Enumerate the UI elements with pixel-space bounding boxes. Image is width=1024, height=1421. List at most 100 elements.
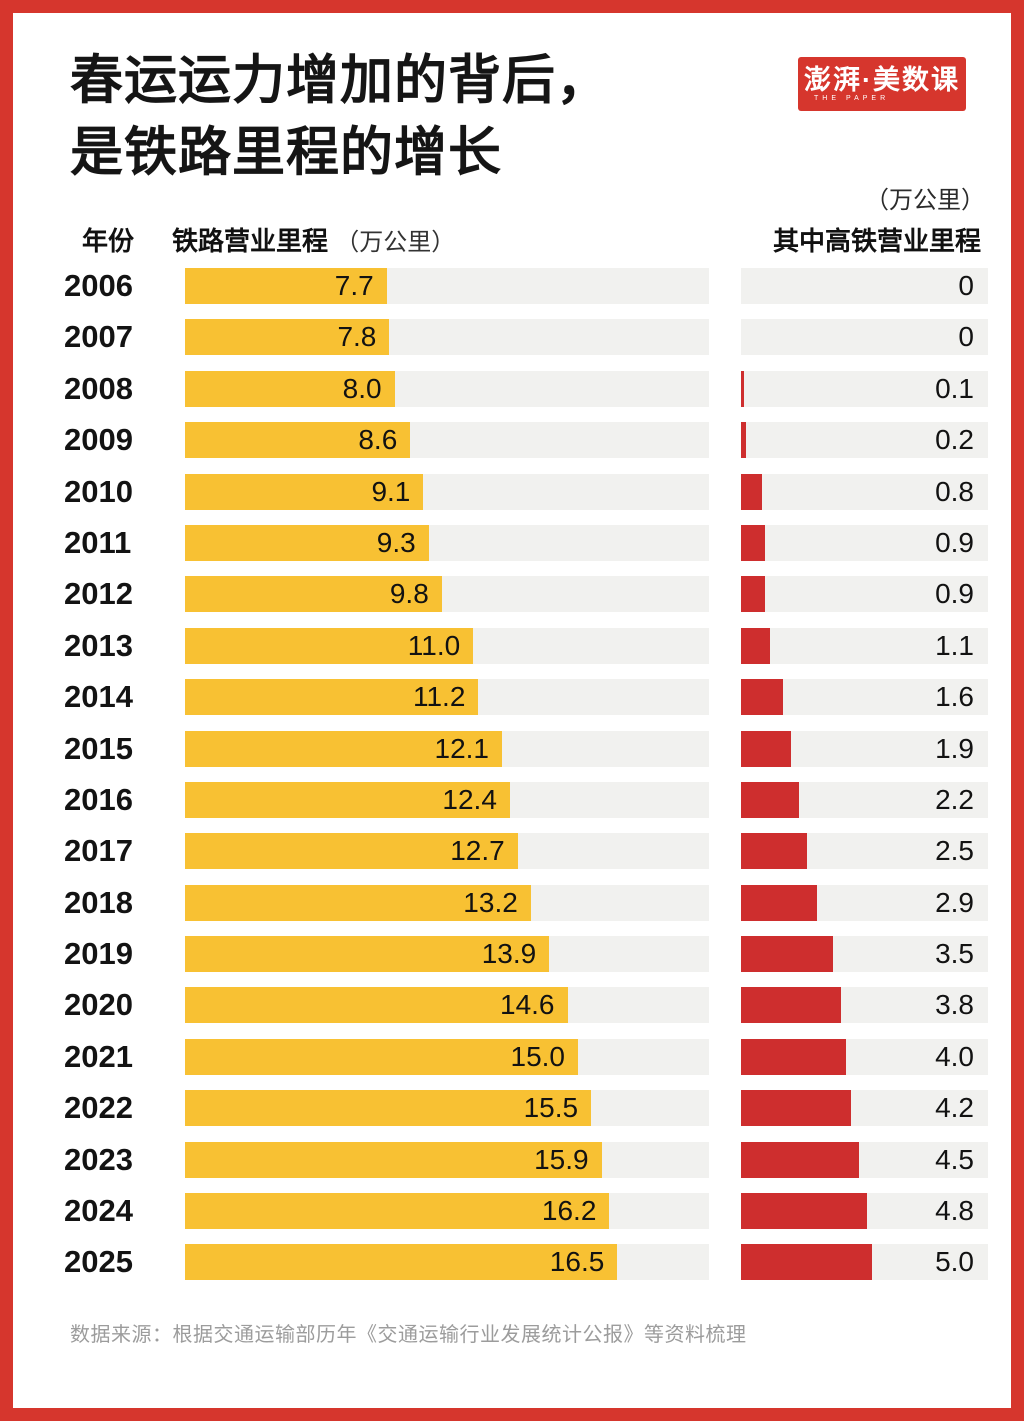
rail-bar: 13.2 bbox=[185, 884, 531, 921]
rail-bar-track: 8.6 bbox=[185, 422, 709, 459]
chart-row: 2017 12.7 2.5 bbox=[64, 833, 988, 870]
rail-value-label: 9.8 bbox=[389, 578, 429, 610]
year-label: 2020 bbox=[64, 987, 133, 1023]
hsr-bar-track: 0.2 bbox=[741, 422, 988, 459]
rail-bar: 16.5 bbox=[185, 1244, 618, 1281]
chart-row: 2015 12.1 1.9 bbox=[64, 730, 988, 767]
hsr-bar bbox=[741, 370, 744, 407]
column-gap bbox=[709, 422, 741, 458]
rail-bar: 12.7 bbox=[185, 833, 518, 870]
rail-bar: 7.7 bbox=[185, 268, 387, 304]
hsr-bar-track: 3.8 bbox=[741, 987, 988, 1024]
hsr-bar-track: 5.0 bbox=[741, 1244, 988, 1281]
column-gap bbox=[709, 1244, 741, 1280]
column-gap bbox=[709, 474, 741, 510]
hsr-bar bbox=[741, 1038, 846, 1075]
year-label: 2006 bbox=[64, 268, 133, 303]
chart-row: 2012 9.8 0.9 bbox=[64, 576, 988, 613]
rail-bar-track: 11.2 bbox=[185, 679, 709, 716]
title-line-2: 是铁路里程的增长 bbox=[70, 123, 502, 182]
hsr-bar bbox=[741, 473, 762, 510]
hsr-value-label: 5.0 bbox=[935, 1246, 974, 1278]
chart-row: 2018 13.2 2.9 bbox=[64, 884, 988, 921]
column-gap bbox=[709, 833, 741, 869]
hsr-bar bbox=[741, 422, 747, 459]
chart-row: 2008 8.0 0.1 bbox=[64, 370, 988, 407]
hsr-bar bbox=[741, 884, 817, 921]
year-label: 2024 bbox=[64, 1193, 133, 1229]
rail-bar-track: 8.0 bbox=[185, 370, 709, 407]
rail-bar: 9.3 bbox=[185, 524, 429, 561]
rail-value-label: 16.5 bbox=[549, 1246, 605, 1278]
hsr-value-label: 2.2 bbox=[935, 783, 974, 815]
hsr-value-label: 1.6 bbox=[935, 681, 974, 713]
year-label: 2009 bbox=[64, 422, 133, 458]
rail-bar: 12.4 bbox=[185, 781, 510, 818]
rail-bar: 11.2 bbox=[185, 679, 479, 716]
hsr-bar bbox=[741, 576, 765, 613]
chart-row: 2020 14.6 3.8 bbox=[64, 987, 988, 1024]
chart-row: 2010 9.1 0.8 bbox=[64, 473, 988, 510]
rail-bar-track: 15.5 bbox=[185, 1090, 709, 1127]
year-label: 2010 bbox=[64, 473, 133, 509]
rail-bar: 12.1 bbox=[185, 730, 502, 767]
column-gap bbox=[709, 782, 741, 818]
chart-row: 2022 15.5 4.2 bbox=[64, 1090, 988, 1127]
rail-bar-track: 7.7 bbox=[185, 268, 709, 304]
rail-bar: 15.0 bbox=[185, 1038, 578, 1075]
rail-bar: 15.5 bbox=[185, 1090, 592, 1127]
rail-value-label: 9.1 bbox=[371, 475, 411, 507]
rail-bar: 11.0 bbox=[185, 627, 474, 664]
rail-bar-track: 9.8 bbox=[185, 576, 709, 613]
chart-row: 2007 7.8 0 bbox=[64, 319, 988, 356]
hsr-bar-track: 1.1 bbox=[741, 627, 988, 664]
hsr-value-label: 0.1 bbox=[935, 372, 974, 404]
hsr-value-label: 0 bbox=[958, 321, 974, 353]
hsr-bar-track: 4.5 bbox=[741, 1141, 988, 1178]
column-gap bbox=[709, 319, 741, 355]
rail-value-label: 7.8 bbox=[337, 321, 377, 353]
rail-bar-track: 15.9 bbox=[185, 1141, 709, 1178]
chart-row: 2024 16.2 4.8 bbox=[64, 1193, 988, 1230]
hsr-value-label: 0.8 bbox=[935, 475, 974, 507]
hsr-bar bbox=[741, 781, 799, 818]
rail-value-label: 9.3 bbox=[376, 526, 416, 558]
hsr-value-label: 0.2 bbox=[935, 424, 974, 456]
hsr-bar-track: 1.9 bbox=[741, 730, 988, 767]
header-rail-unit: （万公里） bbox=[335, 229, 456, 256]
column-gap bbox=[709, 936, 741, 972]
year-label: 2023 bbox=[64, 1141, 133, 1177]
hsr-unit-note: （万公里） bbox=[865, 187, 985, 214]
year-label: 2018 bbox=[64, 884, 133, 920]
year-label: 2021 bbox=[64, 1038, 133, 1074]
title-line-1: 春运运力增加的背后， bbox=[70, 51, 610, 110]
chart-row: 2014 11.2 1.6 bbox=[64, 679, 988, 716]
rail-value-label: 15.0 bbox=[510, 1040, 566, 1072]
hsr-bar bbox=[741, 1141, 859, 1178]
hsr-bar-track: 3.5 bbox=[741, 936, 988, 973]
rail-bar: 9.8 bbox=[185, 576, 442, 613]
thepaper-logo: 澎湃·美数课 THE PAPER bbox=[798, 57, 966, 111]
hsr-bar-track: 0.9 bbox=[741, 576, 988, 613]
column-gap bbox=[709, 1039, 741, 1075]
column-gap bbox=[709, 1090, 741, 1126]
rail-value-label: 14.6 bbox=[500, 989, 555, 1021]
hsr-bar bbox=[741, 627, 770, 664]
column-gap bbox=[709, 987, 741, 1023]
year-label: 2019 bbox=[64, 936, 133, 972]
rail-bar: 8.6 bbox=[185, 422, 411, 459]
column-gap bbox=[709, 268, 741, 304]
rail-value-label: 13.2 bbox=[463, 886, 518, 918]
hsr-bar bbox=[741, 679, 783, 716]
hsr-value-label: 3.5 bbox=[935, 938, 974, 970]
year-label: 2025 bbox=[64, 1244, 133, 1280]
hsr-bar-track: 2.5 bbox=[741, 833, 988, 870]
rail-value-label: 12.1 bbox=[434, 732, 490, 764]
header-rail-label: 铁路营业里程 bbox=[172, 226, 329, 256]
column-gap bbox=[709, 371, 741, 407]
year-label: 2017 bbox=[64, 833, 133, 869]
rail-value-label: 12.7 bbox=[450, 835, 505, 867]
data-source-note: 数据来源：根据交通运输部历年《交通运输行业发展统计公报》等资料梳理 bbox=[70, 1324, 747, 1346]
rail-bar: 13.9 bbox=[185, 936, 550, 973]
hsr-bar-track: 4.0 bbox=[741, 1038, 988, 1075]
